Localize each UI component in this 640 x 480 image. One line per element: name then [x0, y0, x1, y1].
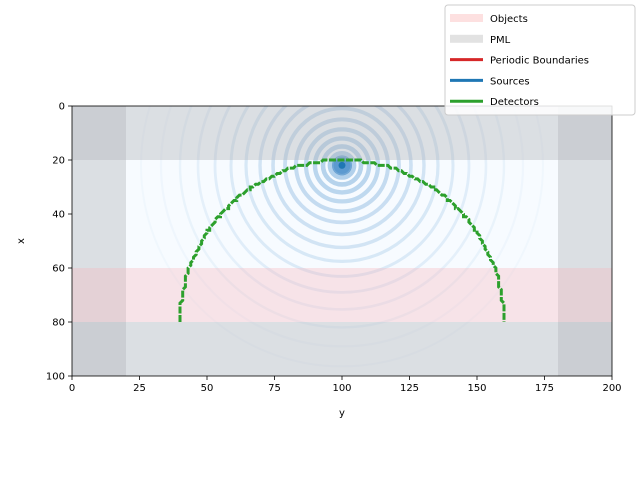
field-wave-ring — [312, 136, 372, 195]
x-tick-label: 75 — [268, 383, 281, 394]
detector-line — [178, 158, 506, 322]
field-wave-ring — [320, 144, 364, 187]
x-tick-label: 150 — [467, 383, 486, 394]
y-tick-label: 0 — [59, 102, 65, 113]
field-wave-ring — [271, 106, 413, 237]
legend: Objects PML Periodic Boundaries Sources Dete… — [444, 4, 636, 116]
legend-swatch — [450, 34, 483, 43]
field-wave-ring — [244, 106, 440, 263]
x-tick-label: 175 — [535, 383, 554, 394]
legend-label: PML — [490, 35, 511, 46]
x-tick-label: 100 — [332, 383, 351, 394]
legend-label: Sources — [490, 76, 530, 87]
field-wave-ring — [213, 106, 471, 294]
field-wave-ring — [196, 106, 488, 311]
y-tick-label: 20 — [52, 156, 65, 167]
x-tick-label: 125 — [400, 383, 419, 394]
source-layer — [338, 161, 346, 169]
x-tick-label: 0 — [69, 383, 75, 394]
y-tick-label: 40 — [52, 210, 65, 221]
legend-box — [444, 4, 636, 116]
legend-swatch — [450, 14, 483, 22]
legend-label: Objects — [490, 14, 528, 25]
field-wave-ring — [258, 106, 426, 250]
x-tick-label: 50 — [201, 383, 214, 394]
y-axis-label: x — [16, 238, 27, 244]
field-wave-ring — [159, 106, 525, 348]
plot-area — [71, 105, 613, 377]
source-marker — [338, 161, 346, 169]
legend-label: Detectors — [490, 97, 539, 108]
detector-layer — [178, 158, 506, 322]
y-tick-label: 100 — [46, 372, 65, 383]
x-tick-label: 200 — [602, 383, 621, 394]
pml-region — [72, 322, 612, 376]
field-wave-ring — [229, 106, 455, 278]
region-layer — [72, 106, 612, 376]
y-axis: 0 20 40 60 80 100 — [46, 102, 72, 383]
y-tick-label: 60 — [52, 264, 65, 275]
pml-region — [558, 106, 612, 376]
y-tick-label: 80 — [52, 318, 65, 329]
object-region — [72, 268, 612, 322]
pml-region — [72, 106, 126, 376]
field-wave-ring — [283, 106, 401, 225]
field-wave-ring — [140, 106, 544, 368]
field-layer — [72, 106, 612, 376]
field-wave-ring — [178, 106, 506, 329]
x-axis: 0 25 50 75 100 125 150 175 200 — [69, 376, 622, 394]
x-axis-label: y — [339, 408, 345, 419]
legend-label: Periodic Boundaries — [490, 56, 589, 67]
field-wave-ring — [327, 150, 357, 180]
x-tick-label: 25 — [133, 383, 146, 394]
